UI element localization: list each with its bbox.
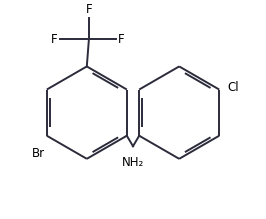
Text: NH₂: NH₂ xyxy=(122,156,144,169)
Text: F: F xyxy=(51,33,57,46)
Text: Br: Br xyxy=(32,147,45,160)
Text: F: F xyxy=(86,3,92,16)
Text: Cl: Cl xyxy=(228,81,239,94)
Text: F: F xyxy=(118,33,125,46)
